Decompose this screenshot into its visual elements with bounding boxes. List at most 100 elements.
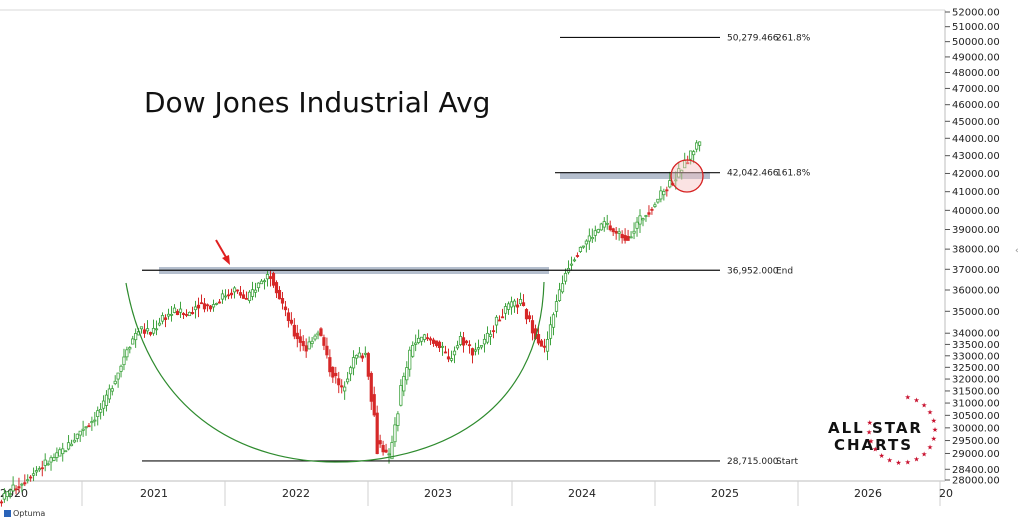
- y-tick-label: 33000.00: [952, 351, 1000, 362]
- candle: [81, 420, 85, 437]
- candle: [431, 337, 436, 347]
- candle: [405, 361, 409, 385]
- candle: [491, 325, 496, 339]
- candle: [521, 294, 526, 307]
- candle: [101, 395, 106, 416]
- candle: [536, 327, 541, 346]
- candle: [503, 303, 508, 320]
- candle: [142, 323, 147, 338]
- candle: [29, 474, 33, 482]
- y-tick-label: 38000.00: [952, 245, 1000, 256]
- red-arrow-annotation: [215, 239, 230, 265]
- candle: [116, 372, 120, 388]
- candle: [151, 319, 156, 336]
- candle: [461, 331, 466, 353]
- y-tick-label: 31500.00: [952, 386, 1000, 397]
- x-year-label: 2022: [282, 487, 310, 500]
- candle: [668, 171, 672, 189]
- candle: [563, 268, 568, 285]
- candle: [644, 214, 648, 222]
- candle: [17, 477, 21, 493]
- candle: [205, 303, 210, 312]
- candle: [40, 460, 44, 477]
- level-value-label: 36,952.000: [727, 266, 779, 276]
- candle: [0, 499, 4, 507]
- y-tick-label: 50000.00: [952, 37, 1000, 48]
- candle: [402, 372, 406, 397]
- candle: [8, 488, 12, 499]
- y-tick-label: 43000.00: [952, 151, 1000, 162]
- candle: [611, 227, 615, 236]
- candle: [632, 222, 636, 240]
- candle: [608, 220, 612, 232]
- logo-star-icon: ★: [905, 458, 911, 466]
- candle: [422, 333, 427, 343]
- candle: [455, 340, 460, 351]
- logo-star-icon: ★: [886, 457, 892, 465]
- logo-star-icon: ★: [905, 394, 911, 402]
- candle: [268, 269, 273, 287]
- candle: [5, 491, 9, 502]
- candle: [494, 315, 499, 334]
- level-value-label: 42,042.466: [727, 169, 779, 179]
- candle: [372, 386, 376, 417]
- candle: [190, 306, 195, 315]
- candle: [566, 260, 571, 275]
- candle: [31, 467, 36, 482]
- candle: [322, 334, 326, 351]
- candle: [599, 222, 603, 231]
- candle: [334, 366, 338, 384]
- candle: [530, 315, 535, 341]
- candle: [66, 435, 71, 451]
- candle: [343, 381, 347, 400]
- candle: [378, 434, 382, 448]
- candle: [241, 289, 246, 299]
- x-year-label: 2026: [854, 487, 882, 500]
- candle: [596, 228, 600, 234]
- candle: [145, 320, 150, 335]
- candle: [52, 453, 56, 462]
- svg-text:CHARTS: CHARTS: [834, 436, 913, 454]
- candle: [399, 379, 403, 407]
- candle: [37, 466, 41, 472]
- svg-text:ALL STAR: ALL STAR: [828, 419, 923, 437]
- candle: [414, 334, 418, 352]
- candle: [497, 315, 502, 322]
- candle: [411, 341, 415, 358]
- candle: [458, 331, 463, 347]
- candle: [265, 270, 270, 287]
- candle: [319, 327, 323, 337]
- candle: [509, 296, 514, 315]
- candle: [226, 289, 231, 300]
- resistance-zone-upper: [560, 172, 710, 179]
- logo-star-icon: ★: [868, 437, 874, 445]
- candle: [697, 141, 702, 152]
- axis-scroll-handle[interactable]: ‹: [1015, 246, 1019, 256]
- candle: [193, 300, 198, 319]
- candle: [232, 286, 237, 299]
- candle: [656, 198, 660, 204]
- candle: [635, 216, 639, 237]
- candle: [662, 188, 666, 201]
- candle: [134, 328, 138, 348]
- candle: [569, 256, 574, 271]
- candle: [375, 405, 379, 455]
- x-year-label: 2024: [568, 487, 596, 500]
- candle: [527, 311, 532, 323]
- candle: [659, 186, 663, 203]
- logo-star-icon: ★: [913, 396, 919, 404]
- candle: [99, 403, 103, 420]
- candle: [298, 329, 302, 352]
- candle: [307, 336, 311, 350]
- candle: [247, 290, 252, 304]
- candle: [154, 320, 159, 336]
- candle: [617, 228, 621, 241]
- candle: [337, 371, 341, 394]
- y-tick-label: 29500.00: [952, 436, 1000, 447]
- candle: [220, 289, 225, 304]
- candle: [641, 217, 645, 227]
- level-value-label: 28,715.000: [727, 457, 779, 467]
- x-year-label: 20: [939, 487, 953, 500]
